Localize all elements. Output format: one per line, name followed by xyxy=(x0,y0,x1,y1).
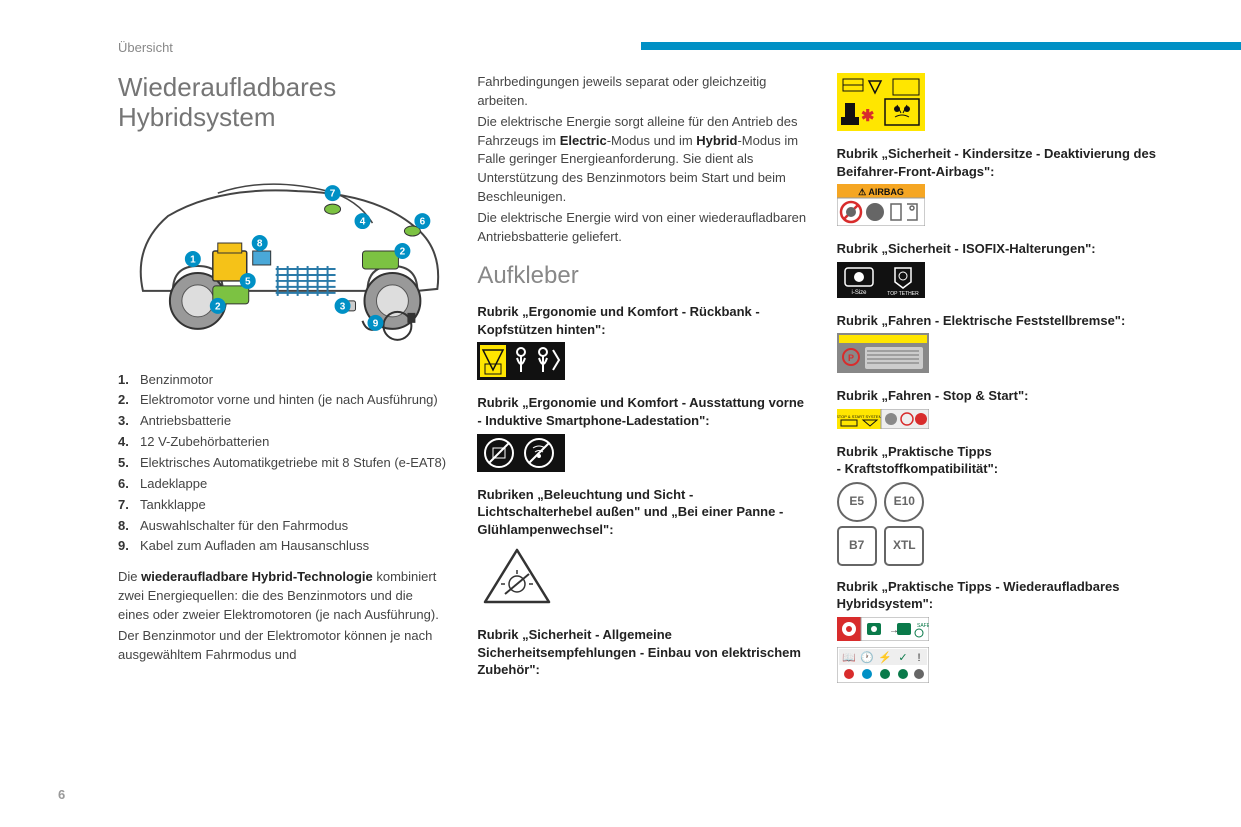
isofix-label-icon: i-Size TOP TETHER xyxy=(837,262,925,298)
svg-text:P: P xyxy=(848,353,854,363)
svg-text:2: 2 xyxy=(400,246,406,257)
status-icons: 📖 🕐 ⚡ ✓ ! xyxy=(837,647,929,683)
svg-text:4: 4 xyxy=(360,216,366,227)
rubrik-heading: Rubrik „Sicherheit - Allgemeine Sicherhe… xyxy=(477,626,806,679)
svg-text:📖: 📖 xyxy=(842,652,856,664)
rubrik-heading: Rubrik „Praktische Tipps - Wiederaufladb… xyxy=(837,578,1166,613)
svg-text:SAFE: SAFE xyxy=(917,623,929,629)
rubrik-heading: Rubrik „Ergonomie und Komfort - Rückbank… xyxy=(477,303,806,338)
svg-text:7: 7 xyxy=(330,188,336,199)
svg-text:✓: ✓ xyxy=(898,652,907,664)
fuel-xtl: XTL xyxy=(884,526,924,566)
paragraph: Die wiederaufladbare Hybrid-Technologie … xyxy=(118,568,447,625)
hybrid-diagram: 1 2 2 3 4 5 6 7 8 9 xyxy=(118,151,447,351)
column-1: Wiederaufladbares Hybridsystem xyxy=(118,73,447,689)
airbag-label-icon: ⚠ AIRBAG xyxy=(837,184,925,226)
page-number: 6 xyxy=(58,787,65,802)
component-list: Benzinmotor Elektromotor vorne und hinte… xyxy=(118,371,447,557)
list-item: Tankklappe xyxy=(118,496,447,515)
section-title: Aufkleber xyxy=(477,259,806,294)
list-item: Kabel zum Aufladen am Hausanschluss xyxy=(118,537,447,556)
svg-text:3: 3 xyxy=(340,301,346,312)
main-title: Wiederaufladbares Hybridsystem xyxy=(118,73,447,133)
svg-text:1: 1 xyxy=(190,254,196,265)
columns: Wiederaufladbares Hybridsystem xyxy=(118,73,1166,689)
bulb-warning-icon xyxy=(477,542,557,612)
svg-text:5: 5 xyxy=(245,276,251,287)
list-item: Benzinmotor xyxy=(118,371,447,390)
fuel-boxes: E5 E10 B7 XTL xyxy=(837,482,1166,570)
list-item: Auswahlschalter für den Fahrmodus xyxy=(118,517,447,536)
headrest-label-icon xyxy=(477,342,565,380)
fuel-b7: B7 xyxy=(837,526,877,566)
rubrik-heading: Rubriken „Beleuchtung und Sicht - Lichts… xyxy=(477,486,806,539)
fuel-e5: E5 xyxy=(837,482,877,522)
svg-text:TOP TETHER: TOP TETHER xyxy=(887,291,919,297)
svg-text:i-Size: i-Size xyxy=(851,290,867,296)
svg-text:⚡: ⚡ xyxy=(878,651,892,664)
rubrik-heading: Rubrik „Sicherheit - ISOFIX-Halterungen"… xyxy=(837,240,1166,258)
list-item: Ladeklappe xyxy=(118,475,447,494)
list-item: Antriebsbatterie xyxy=(118,412,447,431)
svg-text:✱: ✱ xyxy=(861,108,874,125)
svg-text:9: 9 xyxy=(373,318,379,329)
svg-text:8: 8 xyxy=(257,238,263,249)
svg-text:6: 6 xyxy=(420,216,426,227)
column-3: ✱ Rubrik „Sicherheit - Kindersitze - Dea… xyxy=(837,73,1166,689)
hybrid-charge-icon: → SAFE xyxy=(837,617,929,641)
paragraph: Die elektrische Energie sorgt alleine fü… xyxy=(477,113,806,207)
page: Übersicht Wiederaufladbares Hybridsystem xyxy=(0,0,1241,709)
rubrik-heading: Rubrik „Fahren - Stop & Start": xyxy=(837,387,1166,405)
header-label: Übersicht xyxy=(118,40,173,55)
svg-text:⚠ AIRBAG: ⚠ AIRBAG xyxy=(858,187,904,197)
list-item: 12 V-Zubehörbatterien xyxy=(118,433,447,452)
list-item: Elektromotor vorne und hinten (je nach A… xyxy=(118,391,447,410)
svg-text:STOP & START SYSTEM: STOP & START SYSTEM xyxy=(837,414,882,419)
paragraph: Fahrbedingungen jeweils separat oder gle… xyxy=(477,73,806,111)
list-item: Elektrisches Automatikgetriebe mit 8 Stu… xyxy=(118,454,447,473)
stop-start-icon: STOP & START SYSTEM xyxy=(837,409,929,429)
header-accent-bar xyxy=(641,42,1241,50)
parking-brake-icon: P xyxy=(837,333,929,373)
rubrik-heading: Rubrik „Fahren - Elektrische Feststellbr… xyxy=(837,312,1166,330)
rubrik-heading: Rubrik „Sicherheit - Kindersitze - Deakt… xyxy=(837,145,1166,180)
svg-text:!: ! xyxy=(917,652,920,664)
paragraph: Der Benzinmotor und der Elektromotor kön… xyxy=(118,627,447,665)
paragraph: Die elektrische Energie wird von einer w… xyxy=(477,209,806,247)
column-2: Fahrbedingungen jeweils separat oder gle… xyxy=(477,73,806,689)
svg-text:🕐: 🕐 xyxy=(860,651,874,664)
rubrik-heading: Rubrik „Praktische Tipps- Kraftstoffkomp… xyxy=(837,443,1166,478)
wireless-label-icon xyxy=(477,434,565,472)
electrical-warning-icon: ✱ xyxy=(837,73,925,131)
rubrik-heading: Rubrik „Ergonomie und Komfort - Ausstatt… xyxy=(477,394,806,429)
fuel-e10: E10 xyxy=(884,482,924,522)
svg-text:2: 2 xyxy=(215,301,221,312)
